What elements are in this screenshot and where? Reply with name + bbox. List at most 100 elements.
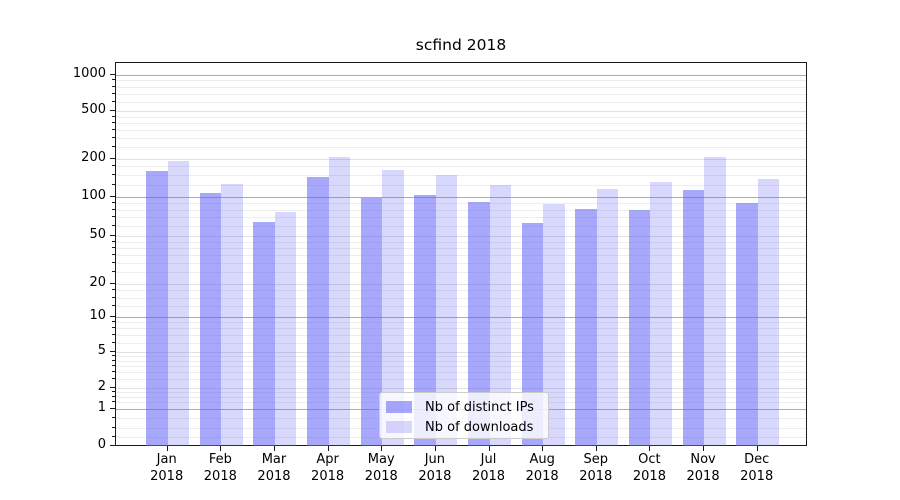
legend-item-distinct-ips: Nb of distinct IPs bbox=[386, 397, 548, 417]
gridline-minor bbox=[116, 262, 806, 264]
bar-downloads bbox=[596, 188, 619, 446]
bar-downloads bbox=[167, 160, 190, 446]
x-tick-month: May bbox=[367, 452, 395, 467]
x-tick-year: 2018 bbox=[150, 468, 184, 484]
x-tick bbox=[327, 446, 329, 451]
y-tick-label: 50 bbox=[89, 227, 106, 242]
y-tick bbox=[110, 283, 115, 284]
y-tick bbox=[110, 196, 115, 197]
bar-distinct-ips bbox=[253, 222, 275, 446]
y-minor-tick bbox=[112, 224, 115, 226]
x-tick-year: 2018 bbox=[632, 468, 666, 484]
bar-downloads bbox=[489, 184, 512, 446]
gridline-minor bbox=[116, 93, 806, 95]
gridline-minor bbox=[116, 297, 806, 299]
bar-downloads bbox=[757, 178, 780, 446]
x-tick-label: Sep 2018 bbox=[566, 452, 626, 485]
x-tick bbox=[595, 446, 597, 451]
gridline-labeled bbox=[116, 111, 806, 112]
y-minor-tick bbox=[112, 417, 115, 419]
legend-label-ips: Nb of distinct IPs bbox=[425, 399, 534, 415]
y-minor-tick bbox=[112, 183, 115, 185]
gridline-labeled bbox=[116, 352, 806, 353]
x-tick-year: 2018 bbox=[311, 468, 345, 484]
x-tick-label: Aug 2018 bbox=[512, 452, 572, 485]
x-tick bbox=[381, 446, 383, 451]
x-tick-year: 2018 bbox=[418, 468, 452, 484]
x-tick-label: Jul 2018 bbox=[459, 452, 519, 485]
y-minor-tick bbox=[112, 327, 115, 329]
y-tick bbox=[110, 445, 115, 446]
x-tick bbox=[756, 446, 758, 451]
x-tick-month: Nov bbox=[690, 452, 716, 467]
y-tick bbox=[110, 316, 115, 317]
y-minor-tick bbox=[112, 173, 115, 175]
x-tick-month: Jan bbox=[156, 452, 177, 467]
x-tick bbox=[273, 446, 275, 451]
gridline-labeled bbox=[116, 236, 806, 237]
bar-downloads bbox=[274, 212, 297, 446]
y-minor-tick bbox=[112, 92, 115, 94]
x-tick-month: Sep bbox=[583, 452, 609, 467]
gridline-labeled bbox=[116, 388, 806, 389]
gridline-minor bbox=[116, 342, 806, 344]
y-minor-tick bbox=[112, 253, 115, 255]
bar-downloads bbox=[221, 183, 243, 446]
gridline-minor bbox=[116, 202, 806, 204]
x-tick-year: 2018 bbox=[364, 468, 398, 484]
x-tick-label: Mar 2018 bbox=[244, 452, 304, 485]
y-minor-tick bbox=[112, 321, 115, 323]
gridline-minor bbox=[116, 217, 806, 219]
y-tick bbox=[110, 235, 115, 236]
y-tick bbox=[110, 387, 115, 388]
bar-downloads bbox=[704, 156, 726, 446]
gridline-minor bbox=[116, 101, 806, 103]
x-tick bbox=[542, 446, 544, 451]
y-tick bbox=[110, 351, 115, 352]
y-minor-tick bbox=[112, 305, 115, 307]
bar-distinct-ips bbox=[628, 209, 651, 446]
gridline-minor bbox=[116, 328, 806, 330]
y-tick-label: 500 bbox=[81, 102, 106, 117]
y-tick-label: 0 bbox=[97, 437, 106, 452]
bar-downloads bbox=[650, 181, 672, 446]
gridline-minor bbox=[116, 116, 806, 118]
gridline-labeled bbox=[116, 284, 806, 285]
gridline-minor bbox=[116, 122, 806, 124]
gridline-major bbox=[116, 317, 806, 318]
y-minor-tick bbox=[112, 240, 115, 242]
x-tick-month: Mar bbox=[261, 452, 287, 467]
y-tick-label: 1 bbox=[97, 400, 106, 415]
bar-distinct-ips bbox=[682, 190, 705, 446]
x-tick bbox=[166, 446, 168, 451]
legend-swatch-downloads bbox=[386, 421, 412, 433]
y-tick-label: 20 bbox=[89, 275, 106, 290]
gridline-minor bbox=[116, 225, 806, 227]
y-minor-tick bbox=[112, 271, 115, 273]
y-minor-tick bbox=[112, 435, 115, 437]
gridline-minor bbox=[116, 335, 806, 336]
gridline-minor bbox=[116, 372, 806, 374]
gridline-minor bbox=[116, 306, 806, 308]
gridline-minor bbox=[116, 254, 806, 256]
y-minor-tick bbox=[112, 378, 115, 380]
y-minor-tick bbox=[112, 359, 115, 361]
y-minor-tick bbox=[112, 401, 115, 403]
x-tick-month: Apr bbox=[316, 452, 339, 467]
gridline-minor bbox=[116, 86, 806, 88]
y-minor-tick bbox=[112, 100, 115, 102]
x-tick-year: 2018 bbox=[579, 468, 613, 484]
y-minor-tick bbox=[112, 115, 115, 117]
y-tick-label: 10 bbox=[89, 308, 106, 323]
gridline-minor bbox=[116, 360, 806, 362]
bar-distinct-ips bbox=[199, 193, 222, 446]
x-tick-label: Jun 2018 bbox=[405, 452, 465, 485]
y-minor-tick bbox=[112, 365, 115, 366]
y-tick bbox=[110, 158, 115, 159]
x-tick-year: 2018 bbox=[257, 468, 291, 484]
gridline-minor bbox=[116, 241, 806, 243]
y-minor-tick bbox=[112, 426, 115, 428]
x-tick-year: 2018 bbox=[686, 468, 720, 484]
gridline-minor bbox=[116, 129, 806, 131]
x-tick bbox=[220, 446, 222, 451]
